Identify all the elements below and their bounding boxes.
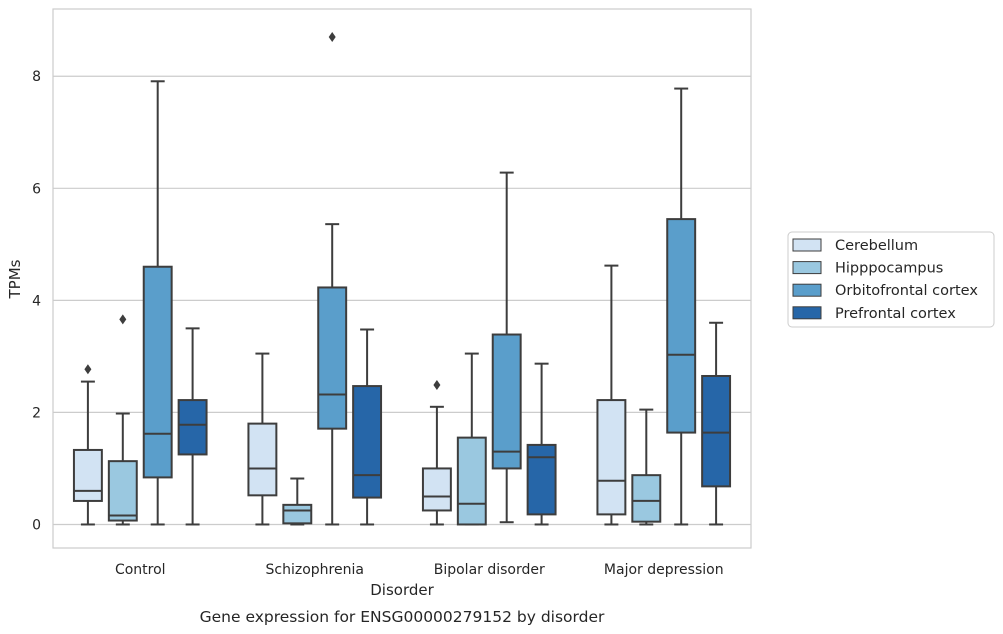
legend-label: Hipppocampus [835,261,943,277]
series-hipppocampus [107,314,662,526]
box-body [596,399,627,516]
y-tick-label: 2 [32,405,41,421]
box-body [247,422,278,497]
series-prefrontal-cortex [177,321,732,526]
box [282,477,313,526]
legend-swatch [792,283,822,297]
box [142,80,173,526]
legend-label: Cerebellum [835,238,918,254]
box [666,87,697,526]
y-tick-label: 4 [32,293,41,309]
outlier-point [84,364,92,375]
box-body [282,503,313,525]
box [456,352,487,526]
outlier-point [433,379,441,390]
box-body [142,265,173,479]
box-body [526,443,557,516]
x-axis-title: Disorder [370,581,434,599]
series-orbitofrontal-cortex [142,32,697,526]
box-body [701,374,732,488]
box [491,171,522,524]
box [352,328,383,526]
box-body [631,474,662,523]
figure-caption: Gene expression for ENSG00000279152 by d… [200,608,605,626]
y-tick-label: 8 [32,69,41,85]
box-body [177,399,208,456]
box [421,379,452,526]
legend-swatch [792,306,822,320]
series-cerebellum [72,264,627,526]
box-body [456,436,487,526]
box [701,321,732,526]
box [72,364,103,526]
x-category-labels: Control Schizophrenia Bipolar disorder Majo… [115,562,724,578]
legend-swatch [792,238,822,252]
legend-label: Prefrontal cortex [835,306,956,322]
outlier-point [119,314,127,325]
box [247,352,278,526]
outlier-point [328,32,336,43]
legend-frame [787,231,995,328]
box-series [72,32,732,526]
x-category-label: Major depression [604,562,724,578]
plot-frame [52,8,752,549]
box [526,362,557,526]
box-body [491,333,522,470]
box [177,327,208,526]
box-body [317,286,348,430]
x-category-label: Control [115,562,166,578]
box [317,32,348,526]
box-body [421,467,452,512]
box-body [352,385,383,499]
legend-swatch [792,261,822,275]
box [631,408,662,526]
box-body [666,218,697,434]
x-category-label: Schizophrenia [266,562,364,578]
y-tick-label: 6 [32,181,41,197]
y-tick-labels: 0 2 4 6 8 [32,69,41,533]
legend: Cerebellum Hipppocampus Orbitofrontal cort… [787,231,995,328]
legend-label: Orbitofrontal cortex [835,283,978,299]
box-body [72,448,103,502]
x-category-label: Bipolar disorder [434,562,545,578]
box [596,264,627,526]
y-axis-title: TPMs [6,259,24,299]
box-body [107,460,138,522]
y-tick-label: 0 [32,517,41,533]
box [107,314,138,526]
